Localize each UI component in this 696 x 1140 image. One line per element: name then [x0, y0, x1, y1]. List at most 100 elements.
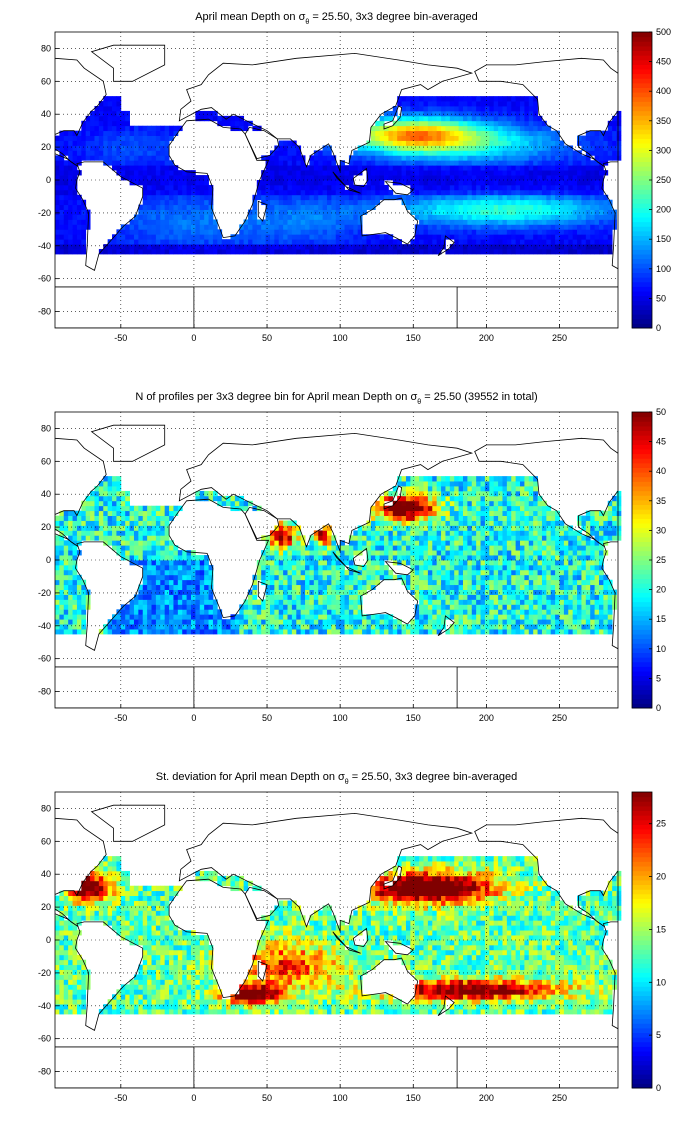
- heatmap-cell: [287, 229, 293, 235]
- heatmap-cell: [471, 209, 477, 215]
- heatmap-cell: [502, 194, 508, 201]
- heatmap-cell: [204, 599, 209, 605]
- heatmap-cell: [577, 234, 582, 240]
- heatmap-cell: [520, 115, 525, 122]
- heatmap-cell: [445, 545, 451, 551]
- heatmap-cell: [462, 130, 468, 136]
- heatmap-cell: [445, 560, 451, 566]
- heatmap-cell: [471, 555, 477, 561]
- heatmap-cell: [155, 589, 161, 595]
- heatmap-cell: [274, 150, 280, 156]
- heatmap-cell: [397, 545, 402, 551]
- heatmap-cell: [427, 145, 433, 151]
- heatmap-cell: [68, 540, 73, 546]
- heatmap-cell: [414, 145, 420, 151]
- heatmap-cell: [480, 194, 486, 201]
- heatmap-cell: [559, 175, 565, 181]
- heatmap-cell: [590, 180, 596, 186]
- heatmap-cell: [598, 209, 604, 215]
- heatmap-cell: [164, 545, 170, 551]
- heatmap-cell: [405, 155, 411, 161]
- heatmap-cell: [375, 535, 381, 541]
- heatmap-cell: [160, 540, 166, 546]
- heatmap-cell: [392, 130, 398, 136]
- heatmap-cell: [177, 194, 183, 201]
- heatmap-cell: [291, 604, 297, 610]
- heatmap-cell: [318, 170, 324, 176]
- heatmap-cell: [537, 249, 543, 255]
- heatmap-cell: [300, 219, 306, 225]
- heatmap-cell: [112, 150, 117, 156]
- heatmap-cell: [362, 155, 367, 161]
- heatmap-cell: [533, 189, 538, 196]
- heatmap-cell: [265, 204, 271, 210]
- heatmap-cell: [471, 130, 477, 136]
- heatmap-cell: [125, 155, 130, 161]
- heatmap-cell: [462, 540, 468, 546]
- heatmap-cell: [344, 194, 350, 201]
- heatmap-cell: [191, 609, 196, 615]
- heatmap-cell: [401, 199, 407, 206]
- heatmap-cell: [305, 624, 310, 630]
- heatmap-cell: [388, 550, 394, 556]
- heatmap-cell: [265, 214, 271, 220]
- heatmap-cell: [598, 150, 604, 156]
- heatmap-cell: [195, 110, 201, 117]
- heatmap-cell: [392, 530, 398, 536]
- heatmap-cell: [269, 214, 275, 220]
- heatmap-cell: [151, 550, 157, 556]
- heatmap-cell: [305, 574, 310, 581]
- heatmap-cell: [112, 145, 117, 151]
- heatmap-cell: [590, 165, 596, 171]
- heatmap-cell: [340, 249, 345, 255]
- heatmap-cell: [419, 510, 424, 516]
- heatmap-cell: [287, 574, 293, 581]
- y-tick-label: -40: [38, 241, 51, 251]
- heatmap-cell: [98, 110, 104, 117]
- heatmap-cell: [274, 550, 280, 556]
- heatmap-cell: [445, 189, 451, 196]
- heatmap-cell: [533, 170, 538, 176]
- heatmap-cell: [72, 175, 78, 181]
- heatmap-cell: [546, 175, 552, 181]
- heatmap-cell: [239, 505, 245, 512]
- heatmap-cell: [480, 150, 486, 156]
- heatmap-cell: [331, 540, 337, 546]
- heatmap-cell: [449, 234, 455, 240]
- heatmap-cell: [248, 120, 253, 127]
- heatmap-cell: [195, 229, 201, 235]
- heatmap-cell: [607, 249, 613, 255]
- heatmap-cell: [511, 96, 517, 102]
- heatmap-cell: [572, 155, 578, 161]
- heatmap-cell: [537, 229, 543, 235]
- heatmap-cell: [388, 194, 394, 201]
- heatmap-cell: [401, 624, 407, 630]
- heatmap-cell: [340, 569, 345, 576]
- heatmap-cell: [528, 120, 534, 127]
- heatmap-cell: [164, 175, 170, 181]
- heatmap-cell: [265, 589, 271, 595]
- heatmap-cell: [471, 165, 477, 171]
- heatmap-cell: [283, 244, 288, 250]
- heatmap-cell: [445, 150, 451, 156]
- heatmap-cell: [577, 140, 582, 146]
- heatmap-cell: [480, 145, 486, 151]
- heatmap-cell: [305, 234, 310, 240]
- heatmap-cell: [344, 189, 350, 196]
- heatmap-cell: [476, 96, 481, 102]
- heatmap-cell: [462, 140, 468, 146]
- heatmap-cell: [524, 224, 530, 230]
- heatmap-cell: [379, 194, 385, 201]
- heatmap-cell: [296, 525, 302, 531]
- heatmap-cell: [480, 135, 486, 141]
- heatmap-cell: [76, 145, 82, 151]
- heatmap-cell: [291, 555, 297, 561]
- heatmap-cell: [344, 589, 350, 595]
- heatmap-cell: [296, 150, 302, 156]
- heatmap-cell: [454, 229, 460, 235]
- heatmap-cell: [370, 244, 376, 250]
- heatmap-cell: [151, 155, 157, 161]
- heatmap-cell: [283, 540, 288, 546]
- heatmap-cell: [410, 110, 416, 117]
- heatmap-cell: [287, 569, 293, 576]
